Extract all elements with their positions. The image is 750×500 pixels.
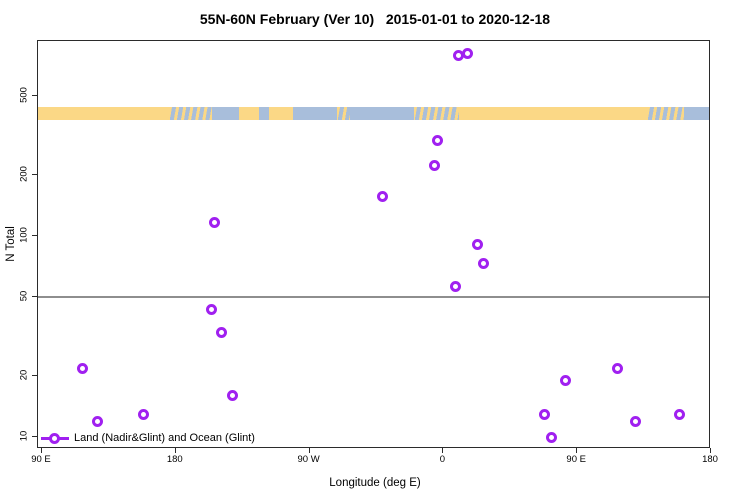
data-point <box>431 135 443 147</box>
map-band-segment-ocean <box>259 107 270 120</box>
map-band-segment-ocean <box>684 107 709 120</box>
data-point <box>472 238 484 250</box>
data-point <box>205 304 217 316</box>
y-tick-label: 500 <box>18 86 30 103</box>
map-band-segment-land <box>458 107 648 120</box>
data-point <box>559 375 571 387</box>
plot-area: Land (Nadir&Glint) and Ocean (Glint) <box>37 40 710 448</box>
data-point <box>76 362 88 374</box>
y-tick-mark <box>32 174 37 176</box>
y-tick-label: 20 <box>18 370 30 381</box>
y-tick-label: 10 <box>18 430 30 442</box>
data-point <box>478 257 490 269</box>
y-tick-label: 200 <box>18 166 30 183</box>
x-tick-mark <box>442 448 444 453</box>
y-tick-mark <box>32 375 37 377</box>
legend-circle-marker <box>49 432 60 444</box>
map-band-segment-ocean <box>292 107 337 120</box>
data-point <box>376 190 388 202</box>
map-band-segment-ocean <box>350 107 414 120</box>
x-tick-label: 90 E <box>566 454 586 465</box>
page-title: 55N-60N February (Ver 10) 2015-01-01 to … <box>199 11 551 27</box>
data-point <box>452 50 464 62</box>
map-band-segment-mixed <box>413 107 459 120</box>
data-point <box>611 362 623 374</box>
x-tick-label: 0 <box>439 454 446 465</box>
y-tick-mark <box>32 235 37 236</box>
reference-line-50 <box>38 295 709 298</box>
data-point <box>674 408 686 420</box>
map-band-segment-mixed <box>336 107 350 120</box>
x-axis-title: Longitude (deg E) <box>329 477 421 489</box>
data-point <box>449 281 461 293</box>
data-point <box>216 327 228 339</box>
map-band-segment-land <box>239 107 260 120</box>
map-band-segment-land <box>269 107 293 120</box>
map-band-segment-mixed <box>168 107 213 120</box>
data-point <box>91 415 103 427</box>
legend-label: Land (Nadir&Glint) and Ocean (Glint) <box>74 432 255 444</box>
y-tick-mark <box>32 436 37 437</box>
data-point <box>226 390 238 402</box>
map-band-segment-land <box>38 107 169 120</box>
map-band-segment-mixed <box>647 107 685 120</box>
x-tick-mark <box>576 448 578 453</box>
x-tick-label: 90 E <box>31 454 51 465</box>
x-tick-label: 180 <box>166 454 183 465</box>
world-map-band <box>38 107 709 120</box>
y-tick-mark <box>32 295 37 297</box>
map-band-segment-ocean <box>212 107 240 120</box>
data-point <box>538 408 550 420</box>
x-tick-label: 180 <box>702 454 718 465</box>
x-tick-label: 90 W <box>297 454 320 465</box>
x-tick-mark <box>174 448 176 453</box>
y-tick-label: 50 <box>18 290 30 301</box>
y-axis-title: N Total <box>5 226 17 262</box>
y-tick-label: 100 <box>18 227 30 243</box>
data-point <box>545 431 557 443</box>
x-tick-mark <box>710 448 711 453</box>
y-tick-mark <box>32 94 37 96</box>
x-tick-mark <box>308 448 310 453</box>
data-point <box>462 48 474 60</box>
data-point <box>137 408 149 420</box>
data-point <box>428 160 440 172</box>
data-point <box>208 216 220 228</box>
data-point <box>629 415 641 427</box>
x-tick-mark <box>41 448 42 453</box>
